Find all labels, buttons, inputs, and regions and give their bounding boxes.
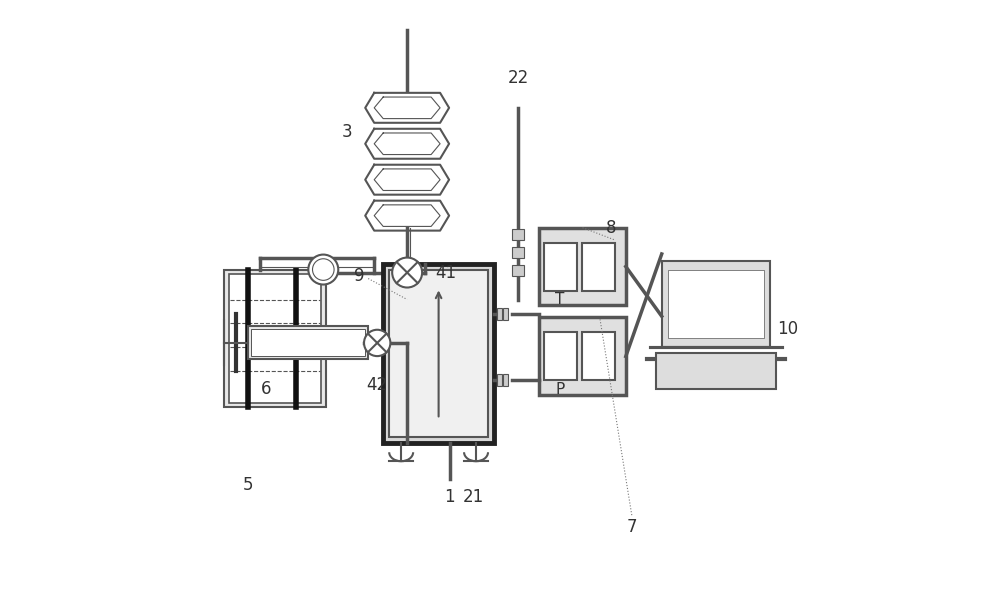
Text: 22: 22 (507, 69, 529, 87)
Text: 9: 9 (354, 267, 364, 285)
Text: P: P (555, 382, 565, 397)
Text: 10: 10 (777, 320, 798, 338)
Bar (539, 228, 626, 305)
Bar (497, 374, 502, 386)
Bar (662, 261, 770, 347)
Text: 42: 42 (367, 376, 388, 394)
Text: 8: 8 (606, 219, 616, 237)
Text: 7: 7 (627, 518, 637, 536)
Bar (582, 243, 615, 291)
Bar (383, 264, 494, 443)
Circle shape (313, 259, 334, 280)
Text: 41: 41 (436, 264, 457, 282)
Text: 1: 1 (444, 488, 455, 506)
Text: 6: 6 (261, 380, 272, 398)
Bar (224, 270, 326, 407)
Bar (668, 270, 764, 338)
Bar (512, 265, 524, 276)
Bar (251, 329, 365, 356)
Bar (539, 317, 626, 395)
Text: 5: 5 (243, 476, 254, 494)
Text: 3: 3 (342, 123, 353, 141)
Text: T: T (555, 292, 565, 307)
Circle shape (308, 255, 338, 285)
Bar (503, 308, 508, 320)
Circle shape (364, 329, 390, 356)
Bar (497, 308, 502, 320)
Bar (582, 332, 615, 380)
Bar (656, 353, 776, 389)
Bar (389, 270, 488, 437)
Bar (503, 374, 508, 386)
Bar (248, 326, 368, 359)
Circle shape (392, 258, 422, 288)
Bar (512, 247, 524, 258)
Text: 21: 21 (463, 488, 484, 506)
Bar (390, 271, 487, 436)
Bar (544, 243, 577, 291)
Bar (544, 332, 577, 380)
Bar (229, 274, 321, 403)
Bar (512, 229, 524, 240)
